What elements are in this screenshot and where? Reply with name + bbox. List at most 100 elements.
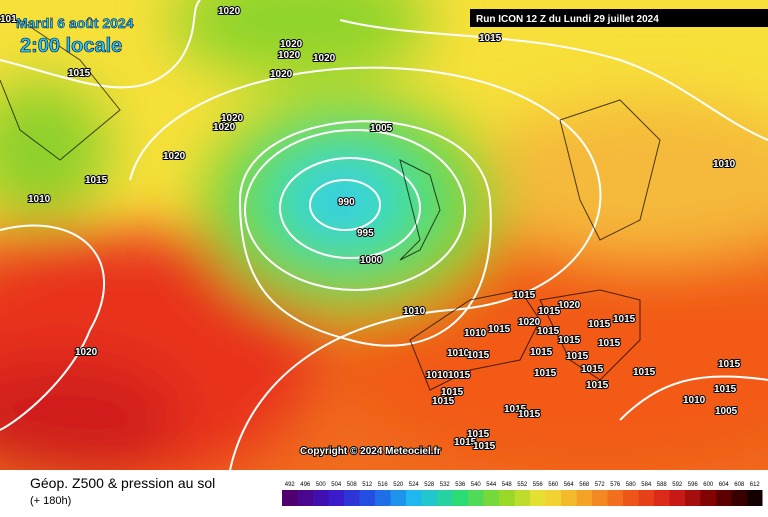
isobar-label: 1015 xyxy=(633,367,656,378)
legend-swatch xyxy=(561,490,577,506)
isobar-label: 990 xyxy=(338,197,355,208)
isobar-label: 1015 xyxy=(85,175,108,186)
legend-label: 564 xyxy=(564,482,575,488)
legend-label: 528 xyxy=(424,482,435,488)
isobar-label: 1015 xyxy=(588,319,611,330)
isobar-label: 1015 xyxy=(518,409,541,420)
isobar-label: 1020 xyxy=(558,300,581,311)
legend-label: 540 xyxy=(471,482,482,488)
isobar-label: 1015 xyxy=(537,326,560,337)
legend-swatch xyxy=(452,490,468,506)
date: Mardi 6 août 2024 xyxy=(16,15,134,31)
isobar-label: 1020 xyxy=(313,53,336,64)
isobar-label: 1015 xyxy=(613,314,636,325)
legend-swatch xyxy=(282,490,298,506)
isobar-label: 1020 xyxy=(163,151,186,162)
legend-label: 604 xyxy=(719,482,730,488)
legend-swatch xyxy=(731,490,747,506)
legend-label: 584 xyxy=(641,482,652,488)
legend-swatch xyxy=(514,490,530,506)
legend-label: 556 xyxy=(533,482,544,488)
isobar-label: 1015 xyxy=(454,437,477,448)
isobar-label: 1015 xyxy=(68,68,91,79)
isobar-label: 1005 xyxy=(715,406,738,417)
legend-swatch xyxy=(483,490,499,506)
footer-lead: (+ 180h) xyxy=(30,495,71,507)
legend-label: 512 xyxy=(362,482,373,488)
legend-swatch xyxy=(716,490,732,506)
legend-label: 552 xyxy=(517,482,528,488)
legend-label: 492 xyxy=(285,482,296,488)
isobar-label: 1010 xyxy=(713,159,736,170)
legend-swatch xyxy=(328,490,344,506)
isobar-label: 1005 xyxy=(370,123,393,134)
legend-swatch xyxy=(344,490,360,506)
isobar-label: 1015 xyxy=(441,387,464,398)
isobar-label: 1010 xyxy=(464,328,487,339)
legend-label: 504 xyxy=(331,482,342,488)
isobar-label: 1020 xyxy=(278,50,301,61)
legend-swatch xyxy=(576,490,592,506)
isobar-label: 1015 xyxy=(558,335,581,346)
isobar-label: 995 xyxy=(357,228,374,239)
legend-swatch xyxy=(499,490,515,506)
legend-label: 580 xyxy=(626,482,637,488)
coastlines xyxy=(0,19,661,391)
legend-swatch xyxy=(313,490,329,506)
legend-label: 508 xyxy=(347,482,358,488)
isobar-label: 1015 xyxy=(467,350,490,361)
isobar-label: 1015 xyxy=(488,324,511,335)
time: 2:00 locale xyxy=(20,35,122,57)
isobar-label: 1015 xyxy=(581,364,604,375)
legend-label: 516 xyxy=(378,482,389,488)
isobar-label: 1015 xyxy=(467,429,490,440)
isobar-label: 1015 xyxy=(530,347,553,358)
legend-label: 544 xyxy=(486,482,497,488)
legend-swatch xyxy=(297,490,313,506)
legend-label: 600 xyxy=(703,482,714,488)
isobar-label: 1000 xyxy=(360,255,383,266)
legend-swatch xyxy=(700,490,716,506)
legend-label: 612 xyxy=(750,482,761,488)
isobar-label: 1015 xyxy=(504,404,527,415)
legend-swatch xyxy=(530,490,546,506)
footer-title: Géop. Z500 & pression au sol xyxy=(30,475,215,491)
run-box xyxy=(470,9,768,27)
isobar-label: 1020 xyxy=(75,347,98,358)
legend-swatch xyxy=(654,490,670,506)
legend-label: 588 xyxy=(657,482,668,488)
isobar-label: 1015 xyxy=(714,384,737,395)
isobar-label: 1020 xyxy=(218,6,241,17)
isobar-label: 1015 xyxy=(479,33,502,44)
isobar-label: 1015 xyxy=(432,396,455,407)
isobar-label: 1015 xyxy=(598,338,621,349)
isobar-label: 1015 xyxy=(473,441,496,452)
isobar-label: 1015 xyxy=(448,370,471,381)
legend-label: 500 xyxy=(316,482,327,488)
legend-label: 592 xyxy=(672,482,683,488)
isobar-label: 1015 xyxy=(538,306,561,317)
legend-swatch xyxy=(607,490,623,506)
isobar-label: 1010 xyxy=(426,370,449,381)
legend-swatch xyxy=(747,490,763,506)
legend-swatch xyxy=(359,490,375,506)
legend-label: 608 xyxy=(734,482,745,488)
isobars xyxy=(0,0,768,470)
legend-swatch xyxy=(437,490,453,506)
legend-swatch xyxy=(638,490,654,506)
isobar-label: 1020 xyxy=(280,39,303,50)
isobar-label: 1020 xyxy=(221,113,244,124)
legend-label: 524 xyxy=(409,482,420,488)
legend-swatch xyxy=(421,490,437,506)
legend-label: 520 xyxy=(393,482,404,488)
legend-swatch xyxy=(545,490,561,506)
legend-swatch xyxy=(375,490,391,506)
isobar-label: 1015 xyxy=(566,351,589,362)
legend-label: 532 xyxy=(440,482,451,488)
isobar-label: 1010 xyxy=(28,194,51,205)
legend-label: 596 xyxy=(688,482,699,488)
